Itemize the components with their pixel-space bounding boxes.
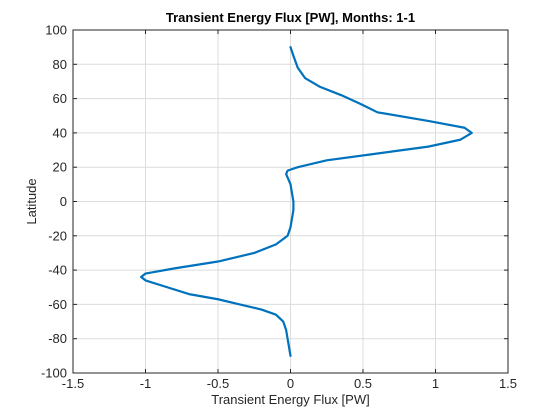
y-tick-label: 100 [45, 23, 67, 38]
axis-ticks: -1.5 -1 -0.5 0 0.5 1 1.5 100 80 60 40 20 0 -20 -40 -60 -… [41, 23, 517, 392]
series-layer [140, 46, 473, 357]
y-tick-label: -40 [48, 263, 67, 278]
x-tick-label: 0 [287, 376, 294, 391]
y-tick-label: -20 [48, 228, 67, 243]
y-tick-label: 20 [53, 160, 67, 175]
y-axis-label: Latitude [24, 178, 39, 224]
x-tick-label: 1 [432, 376, 439, 391]
x-tick-label: 1.5 [499, 376, 517, 391]
x-axis-label: Transient Energy Flux [PW] [211, 392, 369, 407]
y-tick-label: 80 [53, 57, 67, 72]
y-tick-label: -80 [48, 331, 67, 346]
y-tick-label: 0 [60, 194, 67, 209]
flux-series-line [140, 46, 473, 357]
y-tick-label: -100 [41, 366, 67, 381]
x-tick-label: -1 [140, 376, 152, 391]
y-tick-label: 60 [53, 91, 67, 106]
y-tick-label: -60 [48, 297, 67, 312]
y-tick-label: 40 [53, 125, 67, 140]
x-tick-label: 0.5 [354, 376, 372, 391]
x-tick-label: -0.5 [207, 376, 229, 391]
chart-title: Transient Energy Flux [PW], Months: 1-1 [166, 10, 415, 25]
x-tick-label: -1.5 [62, 376, 84, 391]
